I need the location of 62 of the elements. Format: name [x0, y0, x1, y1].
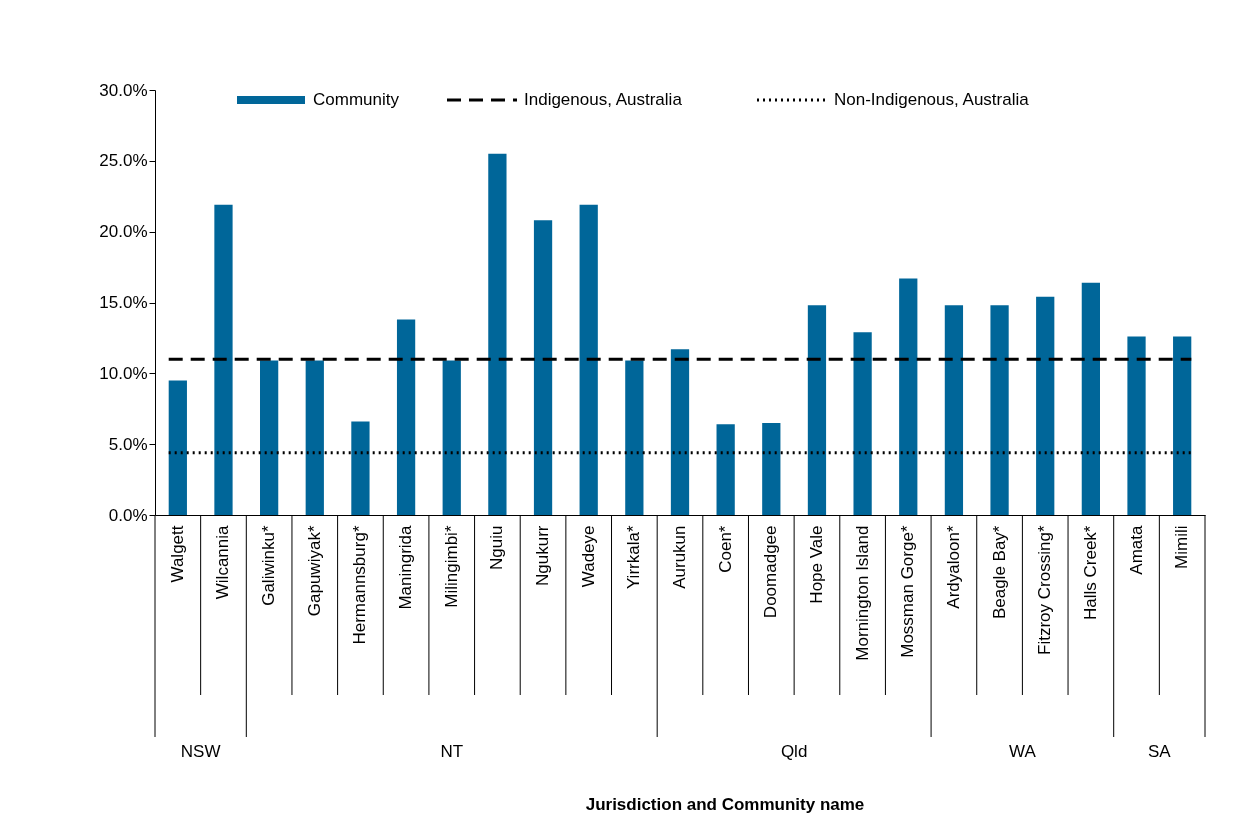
bar [260, 360, 279, 515]
bar [1173, 336, 1192, 515]
bar [396, 319, 416, 515]
x-tick-label: Coen* [715, 525, 735, 573]
x-tick-label: Aurukun [670, 525, 689, 589]
x-tick-label: Mornington Island [852, 525, 872, 661]
bar [807, 305, 827, 515]
bar [1036, 296, 1055, 515]
y-tick-label: 20.0% [99, 222, 148, 242]
legend-label: Community [313, 90, 400, 109]
bar [579, 204, 598, 515]
x-tick-label: Halls Creek* [1080, 525, 1100, 620]
y-tick-label: 0.0% [108, 505, 148, 525]
bar [351, 421, 370, 515]
bar [716, 424, 735, 515]
y-tick-label: 10.0% [99, 363, 148, 383]
y-tick-label: 30.0% [99, 80, 148, 100]
text: Jurisdiction and Community name [585, 795, 865, 814]
x-tick-label: Doomadgee [761, 525, 781, 619]
x-tick-label: Gapuwiyak* [304, 525, 324, 617]
bar [1081, 282, 1100, 515]
y-tick-label: 25.0% [99, 151, 148, 171]
text: NT [440, 742, 464, 761]
bar [762, 422, 781, 515]
text: SA [1148, 742, 1172, 761]
bar [899, 278, 918, 515]
x-tick-label: Beagle Bay* [989, 525, 1009, 620]
bar [488, 153, 507, 515]
x-tick-label: Wadeye [578, 525, 598, 588]
x-tick-label: Ngukurr [533, 525, 553, 586]
text: NSW [180, 742, 221, 761]
x-tick-label: Mimili [1172, 525, 1192, 569]
x-tick-label: Galiwinku* [259, 525, 279, 606]
x-tick-label: Fitzroy Crossing* [1035, 525, 1055, 655]
legend-label: Non-Indigenous, Australia [834, 90, 1030, 109]
text: Qld [780, 742, 808, 761]
bar [533, 220, 553, 515]
bar [442, 360, 461, 515]
x-tick-label: Ardyaloon* [943, 525, 963, 609]
bar [944, 305, 964, 515]
y-tick-label: 5.0% [108, 434, 148, 454]
x-tick-label: Wilcannia [213, 524, 233, 600]
x-tick-label: Hope Vale [806, 525, 826, 604]
bar [853, 332, 872, 515]
x-tick-label: Walgett [167, 525, 187, 583]
bar [625, 360, 644, 515]
x-tick-label: Milingimbi* [441, 525, 461, 608]
y-tick-label: 15.0% [99, 293, 148, 312]
bar [990, 305, 1009, 515]
bar [670, 349, 690, 515]
x-tick-label: Yirrkala* [624, 525, 644, 590]
text: WA [1009, 742, 1037, 761]
bar [168, 380, 187, 515]
x-tick-label: Nguiu [487, 525, 507, 570]
legend-label: Indigenous, Australia [524, 90, 683, 109]
x-tick-label: Mossman Gorge* [898, 525, 918, 658]
x-tick-label: Maningrida [396, 524, 416, 610]
bar [1127, 336, 1146, 515]
x-tick-label: Hermannsburg* [350, 525, 370, 645]
bar [305, 360, 324, 515]
x-tick-label: Amata [1126, 524, 1146, 575]
bar [214, 204, 233, 515]
